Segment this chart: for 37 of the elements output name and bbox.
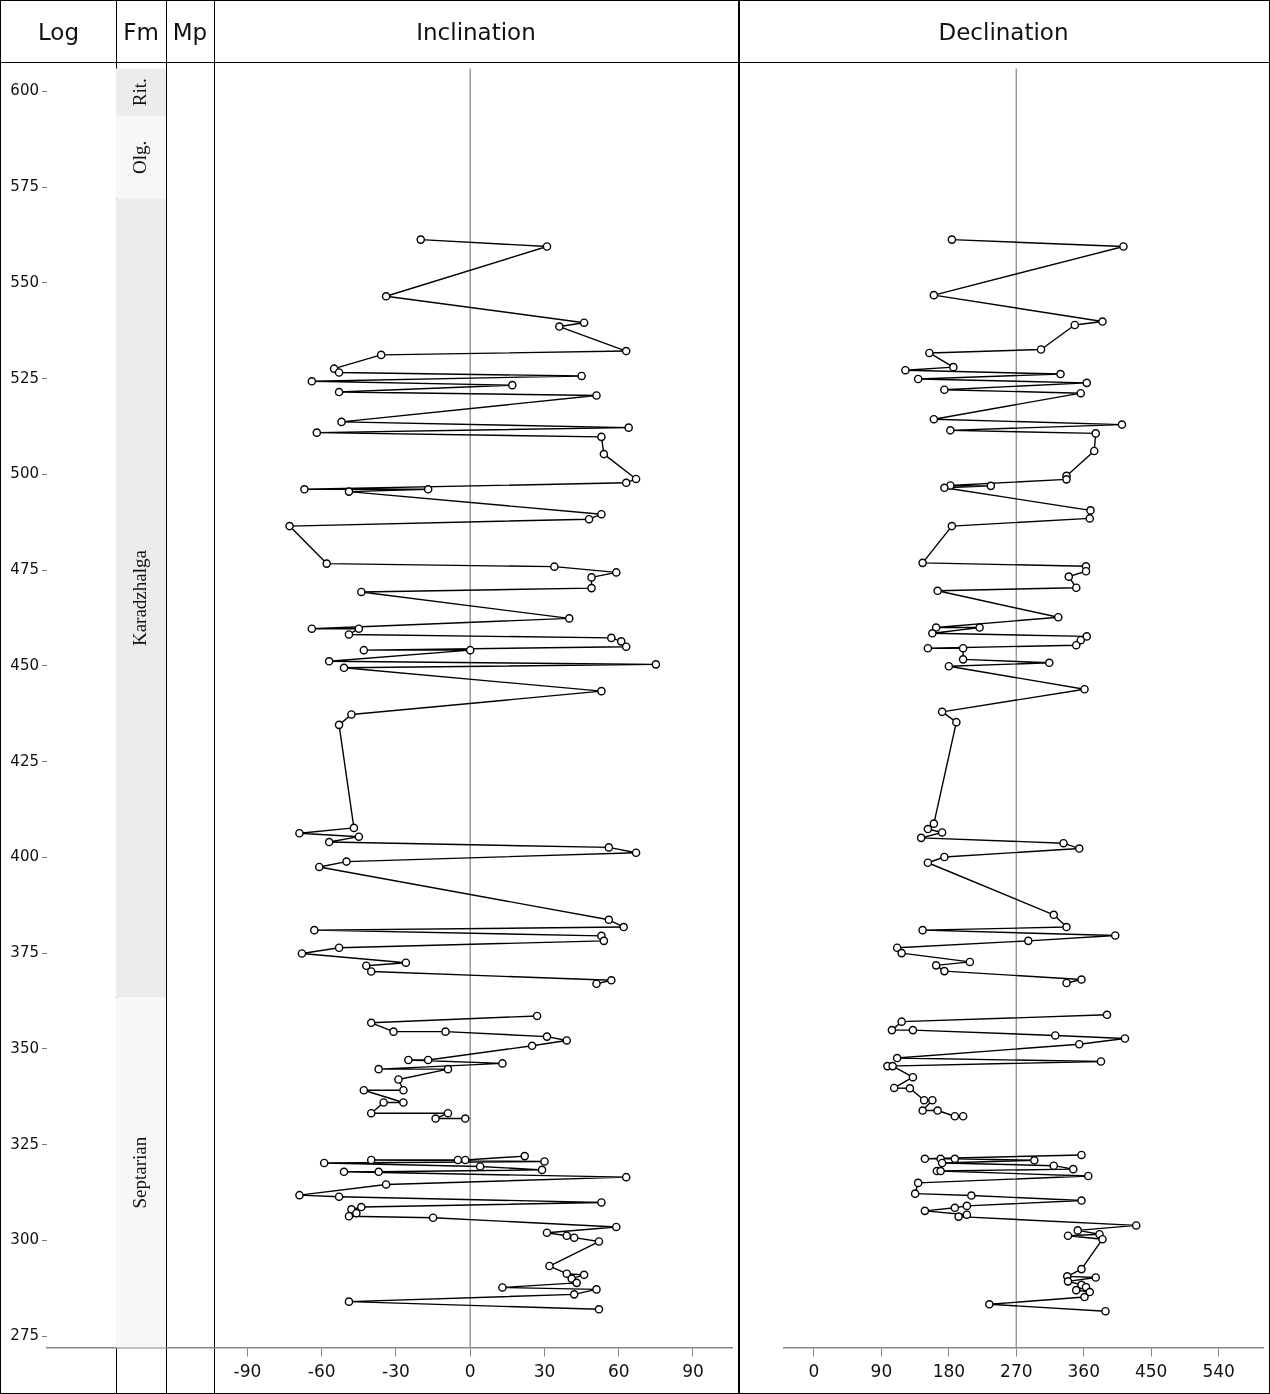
y-tick-label: 275 [10,1326,39,1344]
y-tick-label: 475 [10,560,39,579]
x-tick-label: -60 [307,1361,336,1382]
y-tick-label: 375 [10,943,39,962]
x-tick-label: 60 [607,1361,630,1382]
y-tick-label: 350 [10,1038,39,1057]
x-tick-label: 90 [682,1361,704,1382]
x-tick-label: 0 [808,1361,820,1382]
text: Fm [116,1,166,63]
band-label: Olg. [128,140,150,174]
chart-title: Declination [738,1,1269,63]
x-tick-label: 540 [1202,1361,1235,1382]
y-tick-label: 425 [10,751,39,770]
x-tick-label: 270 [1000,1361,1033,1382]
x-tick-label: 360 [1067,1361,1100,1382]
y-tick-label: 550 [10,272,39,291]
x-tick-label: 30 [533,1361,556,1382]
band-label: Septarian [128,1136,150,1209]
y-tick-label: 450 [10,655,39,674]
text: Log [1,1,116,63]
y-tick-label: 575 [10,177,39,196]
y-tick-label: 600 [10,81,39,100]
y-tick-label: 400 [10,847,39,866]
x-tick-label: 180 [932,1361,966,1382]
text: Mp [166,1,214,63]
y-tick-label: 325 [10,1134,39,1153]
band-label: Rit. [128,78,150,107]
y-tick-label: 500 [10,464,39,483]
x-tick-label: -90 [233,1361,262,1382]
band-label: Karadzhalga [128,549,150,647]
x-tick-label: -30 [382,1361,410,1382]
y-tick-label: 525 [10,368,39,387]
x-tick-label: 90 [870,1361,893,1382]
x-tick-label: 450 [1134,1361,1168,1382]
chart-title: Inclination [214,1,738,63]
y-tick-label: 300 [10,1230,39,1249]
x-tick-label: 0 [464,1361,476,1382]
